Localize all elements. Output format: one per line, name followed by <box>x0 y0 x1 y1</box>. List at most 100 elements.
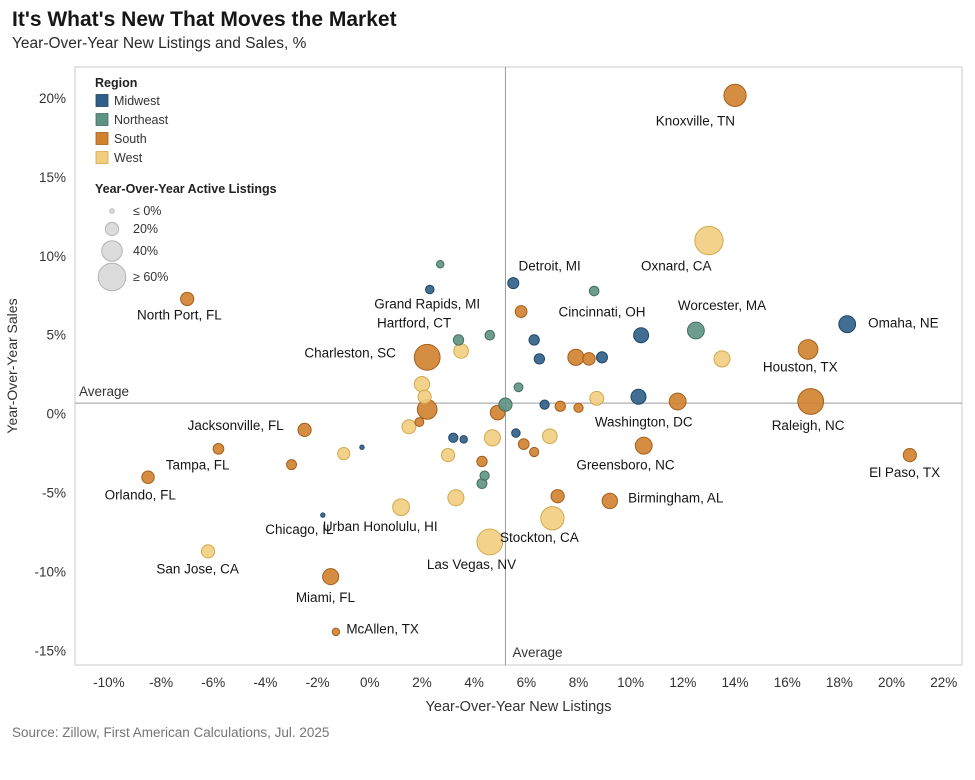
data-point <box>453 343 469 359</box>
point-label: Cincinnati, OH <box>558 304 645 319</box>
data-point <box>528 334 540 346</box>
legend-size-bubble <box>109 208 115 214</box>
legend-size-label: ≥ 60% <box>133 270 168 284</box>
point-label: Worcester, MA <box>678 298 766 313</box>
y-axis-title: Year-Over-Year Sales <box>4 298 20 433</box>
legend-size-bubble <box>101 240 123 262</box>
data-point <box>337 447 351 461</box>
data-point <box>529 446 540 458</box>
x-tick-label: 12% <box>669 675 696 690</box>
point-label: Stockton, CA <box>500 530 579 545</box>
data-point <box>200 544 216 559</box>
x-tick-label: 18% <box>826 675 853 690</box>
x-tick-label: -4% <box>253 675 277 690</box>
point-label: Greensboro, NC <box>576 457 675 472</box>
point-label: Knoxville, TN <box>656 113 735 128</box>
data-point <box>633 327 650 344</box>
data-point <box>286 459 298 471</box>
x-tick-label: 16% <box>774 675 801 690</box>
data-point <box>533 353 546 365</box>
y-tick-label: 5% <box>46 328 66 343</box>
data-point <box>401 419 417 435</box>
data-point <box>180 291 195 307</box>
point-label: Grand Rapids, MI <box>374 296 480 311</box>
point-label: Oxnard, CA <box>641 259 712 274</box>
y-tick-label: -10% <box>34 564 66 579</box>
data-point <box>540 506 565 531</box>
data-point <box>573 402 584 413</box>
x-tick-label: 14% <box>722 675 749 690</box>
x-tick-label: -2% <box>306 675 330 690</box>
x-tick-label: -6% <box>201 675 225 690</box>
point-label: Tampa, FL <box>166 457 230 472</box>
data-point <box>634 436 653 455</box>
legend-size-label: 40% <box>133 244 158 258</box>
y-tick-label: -15% <box>34 643 66 658</box>
data-point <box>479 470 490 481</box>
scatter-plot: Average Average -10% -8% -6% -4% -2% 0% 2% 4% 6% 8%… <box>4 66 963 715</box>
data-point <box>797 388 825 415</box>
x-tick-label: 10% <box>617 675 644 690</box>
data-point <box>476 455 488 468</box>
y-tick-label: 20% <box>39 91 66 106</box>
chart-subtitle: Year-Over-Year New Listings and Sales, % <box>12 35 307 52</box>
data-point <box>297 422 312 438</box>
data-point <box>322 568 340 586</box>
point-label: Las Vegas, NV <box>427 557 516 572</box>
legend-region-label: Midwest <box>114 94 160 108</box>
data-point <box>588 285 600 297</box>
source-note: Source: Zillow, First American Calculati… <box>12 725 330 740</box>
data-point <box>687 321 705 340</box>
point-label: Washington, DC <box>595 415 693 430</box>
data-point <box>392 498 411 517</box>
data-point <box>550 489 565 504</box>
legend-region-label: Northeast <box>114 113 169 127</box>
data-point <box>539 399 550 410</box>
data-point <box>413 343 441 371</box>
point-label: Urban Honolulu, HI <box>323 519 438 534</box>
data-point <box>517 438 530 450</box>
data-point <box>582 352 596 366</box>
data-point <box>483 429 501 447</box>
x-tick-label: 8% <box>569 675 589 690</box>
data-point <box>589 390 605 406</box>
legend-region-label: West <box>114 151 143 165</box>
data-point <box>797 339 819 360</box>
data-point <box>417 389 432 404</box>
point-label: Hartford, CT <box>377 315 451 330</box>
legend-size-label: ≤ 0% <box>133 204 161 218</box>
point-label: Raleigh, NC <box>772 418 845 433</box>
legend-size-bubble <box>104 221 120 237</box>
chart-header: It's What's New That Moves the Market Ye… <box>0 0 975 53</box>
data-point <box>513 382 524 393</box>
x-tick-label: 2% <box>412 675 432 690</box>
x-tick-label: 0% <box>360 675 380 690</box>
data-point <box>507 277 520 290</box>
data-point <box>902 448 917 463</box>
average-label-horizontal: Average <box>79 384 129 399</box>
x-tick-label: 20% <box>878 675 905 690</box>
point-label: Miami, FL <box>296 590 356 605</box>
data-point <box>359 444 365 450</box>
data-point <box>713 350 731 368</box>
data-point <box>425 284 435 295</box>
point-label: Detroit, MI <box>519 259 581 274</box>
x-tick-label: -10% <box>93 675 125 690</box>
data-point <box>498 397 513 412</box>
legend-region-swatch <box>95 113 109 126</box>
data-point <box>440 448 456 463</box>
chart-title: It's What's New That Moves the Market <box>12 8 397 31</box>
point-label: North Port, FL <box>137 307 222 322</box>
point-label: Houston, TX <box>763 360 838 375</box>
legend-region-swatch <box>95 94 109 107</box>
point-label: McAllen, TX <box>346 621 419 636</box>
average-label-vertical: Average <box>512 645 562 660</box>
data-point <box>567 348 585 366</box>
point-label: El Paso, TX <box>869 465 940 480</box>
legend-region-swatch <box>95 151 109 164</box>
point-label: Orlando, FL <box>105 487 177 502</box>
legend-size-label: 20% <box>133 222 158 236</box>
point-label: Omaha, NE <box>868 315 939 330</box>
legend-region: Region Midwest Northeast South West <box>95 76 169 165</box>
data-point <box>541 428 558 445</box>
